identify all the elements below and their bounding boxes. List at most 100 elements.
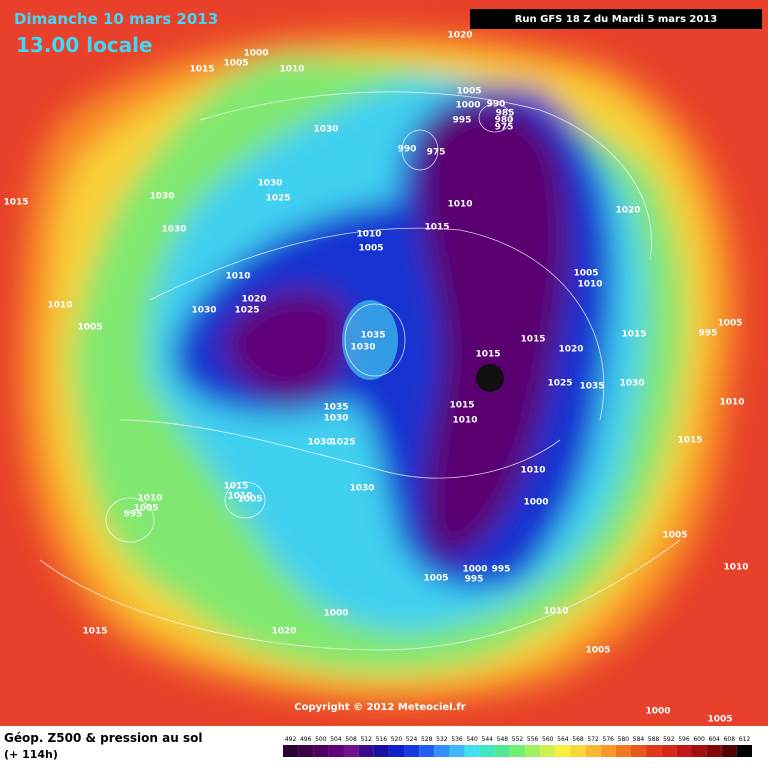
pressure-label: 1010 (520, 466, 545, 476)
pressure-label: 1035 (360, 331, 385, 341)
pressure-label: 1030 (149, 192, 174, 202)
isobars (39, 91, 681, 651)
scale-swatch (585, 745, 601, 757)
pressure-label: 995 (492, 565, 511, 575)
run-label: Run GFS 18 Z du Mardi 5 mars 2013 (515, 14, 718, 25)
scale-value: 592 (663, 736, 675, 743)
pressure-label: 1015 (3, 198, 28, 208)
scale-swatch (706, 745, 722, 757)
pressure-label: 990 (487, 100, 506, 110)
pressure-label: 1010 (723, 563, 748, 573)
pressure-label: 1030 (257, 179, 282, 189)
scale-value: 612 (739, 736, 751, 743)
pressure-label: 1030 (307, 438, 332, 448)
pressure-label: 1005 (133, 504, 158, 514)
scale-swatch (646, 745, 662, 757)
scale-swatch (298, 745, 314, 757)
pressure-label: 1030 (349, 484, 374, 494)
scale-swatch (328, 745, 344, 757)
scale-value: 548 (497, 736, 509, 743)
scale-value: 496 (300, 736, 312, 743)
pressure-label: 980 (495, 116, 514, 126)
pressure-label: 1005 (423, 574, 448, 584)
pressure-label: 1010 (225, 272, 250, 282)
pressure-label: 1015 (223, 482, 248, 492)
pressure-label: 995 (465, 575, 484, 585)
pressure-label: 1000 (645, 707, 670, 717)
pressure-label: 990 (398, 145, 417, 155)
scale-swatch (494, 745, 510, 757)
scale-swatch (313, 745, 329, 757)
scale-swatch (419, 745, 435, 757)
scale-swatch (464, 745, 480, 757)
scale-value: 568 (572, 736, 584, 743)
scale-swatch (373, 745, 389, 757)
pressure-label: 1000 (323, 609, 348, 619)
scale-value: 540 (466, 736, 478, 743)
scale-swatch (434, 745, 450, 757)
scale-swatch (509, 745, 526, 757)
pressure-label: 1010 (447, 200, 472, 210)
copyright: Copyright © 2012 Meteociel.fr (294, 702, 465, 713)
pressure-label: 1015 (677, 436, 702, 446)
pressure-label: 1020 (558, 345, 583, 355)
pressure-label: 985 (496, 109, 515, 119)
pressure-label: 1010 (279, 65, 304, 75)
pressure-label: 1000 (243, 49, 268, 59)
scale-swatch (343, 745, 359, 757)
scale-swatch (358, 745, 374, 757)
pressure-label: 1015 (621, 330, 646, 340)
pressure-label: 1030 (619, 379, 644, 389)
geopotential-field (0, 0, 768, 726)
scale-swatch (570, 745, 586, 757)
pressure-label: 1010 (356, 230, 381, 240)
scale-value: 584 (633, 736, 645, 743)
pressure-label: 1020 (241, 295, 266, 305)
pressure-label: 1010 (452, 416, 477, 426)
pressure-label: 1010 (543, 607, 568, 617)
pressure-label: 1025 (265, 194, 290, 204)
pressure-labels: 1000100510101015102010301030103010251030… (3, 31, 748, 725)
pressure-label: 1010 (137, 494, 162, 504)
pressure-label: 1005 (223, 59, 248, 69)
pressure-label: 1020 (615, 206, 640, 216)
scale-swatch (540, 745, 556, 757)
pressure-label: 1000 (523, 498, 548, 508)
scale-value: 560 (542, 736, 554, 743)
pressure-label: 1025 (330, 438, 355, 448)
pressure-label: 1035 (579, 382, 604, 392)
scale-value: 524 (406, 736, 418, 743)
legend-title: Géop. Z500 & pression au sol (4, 731, 202, 745)
pressure-label: 995 (699, 329, 718, 339)
scale-swatch (404, 745, 420, 757)
pressure-label: 1005 (456, 87, 481, 97)
pressure-label: 1005 (237, 495, 262, 505)
scale-swatch (721, 745, 737, 757)
scale-value: 608 (724, 736, 736, 743)
pressure-label: 1020 (447, 31, 472, 41)
pressure-label: 1005 (707, 715, 732, 725)
scale-value: 512 (360, 736, 372, 743)
pressure-label: 1000 (455, 101, 480, 111)
pressure-label: 1005 (77, 323, 102, 333)
scale-value: 580 (618, 736, 630, 743)
scale-value: 508 (345, 736, 357, 743)
pressure-label: 995 (453, 116, 472, 126)
scale-value: 556 (527, 736, 539, 743)
scale-swatch (736, 745, 752, 757)
pressure-label: 1015 (520, 335, 545, 345)
scale-swatch (283, 745, 299, 757)
scale-swatch (661, 745, 677, 757)
pressure-label: 1015 (449, 401, 474, 411)
scale-value: 520 (391, 736, 403, 743)
pressure-label: 1005 (573, 269, 598, 279)
scale-value: 532 (436, 736, 448, 743)
pressure-label: 1025 (547, 379, 572, 389)
scale-value: 536 (451, 736, 463, 743)
scale-swatch (525, 745, 541, 757)
scale-value: 572 (587, 736, 599, 743)
scale-swatch (479, 745, 495, 757)
scale-value: 500 (315, 736, 327, 743)
pressure-label: 1005 (717, 319, 742, 329)
